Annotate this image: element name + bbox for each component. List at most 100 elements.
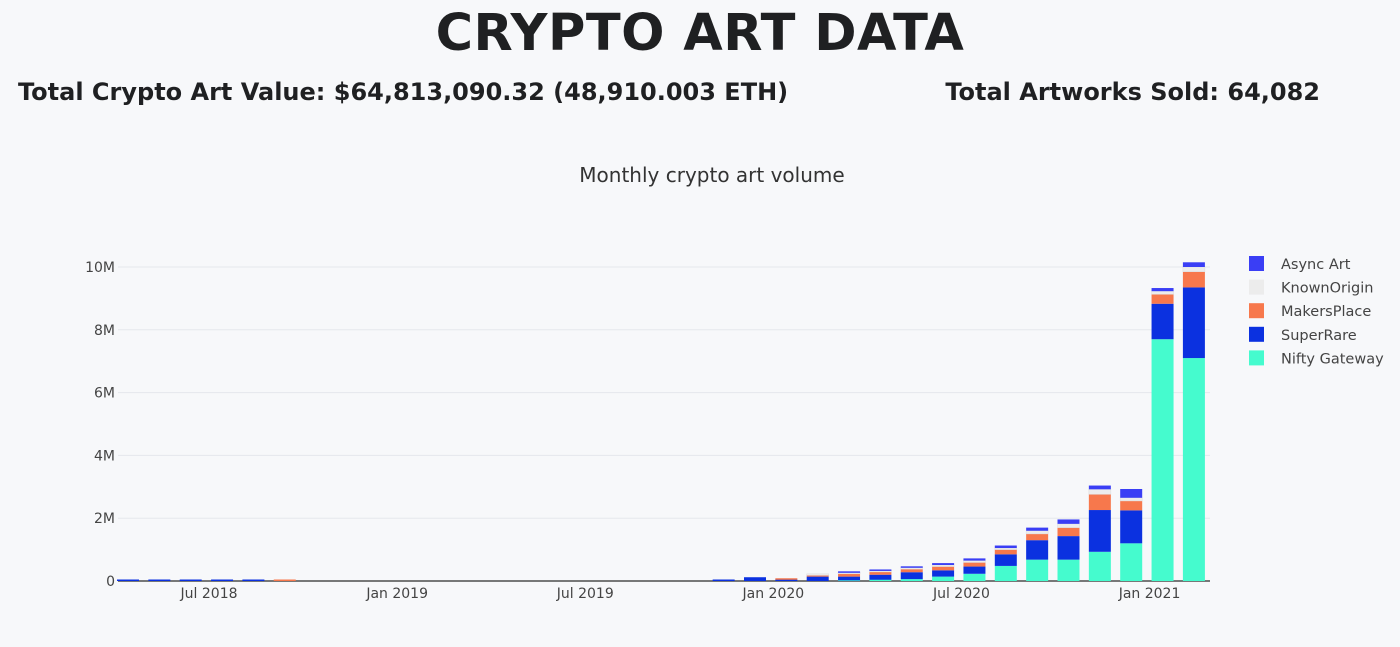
bar-knownorigin-2020-12: [1119, 497, 1143, 502]
bar-async-art-2020-10: [1057, 519, 1080, 524]
y-tick-label: 2M: [94, 511, 115, 527]
bar-knownorigin-2020-11: [1088, 489, 1112, 495]
bar-superrare-2020-10: [1057, 536, 1080, 560]
bar-makersplace-2020-12: [1120, 500, 1143, 511]
bar-superrare-2018-08: [242, 579, 265, 581]
legend-swatch: [1249, 256, 1264, 271]
bar-makersplace-2018-09: [273, 579, 296, 581]
legend-item-nifty-gateway[interactable]: Nifty Gateway: [1249, 350, 1384, 367]
legend-swatch: [1249, 350, 1264, 366]
bar-nifty-gateway-2021-01: [1151, 339, 1174, 581]
bar-makersplace-2020-09: [1026, 533, 1049, 541]
bar-nifty-gateway-2020-09: [1026, 559, 1049, 581]
legend-item-async-art[interactable]: Async Art: [1249, 256, 1351, 273]
bar-async-art-2021-01: [1151, 288, 1174, 292]
bar-async-art-2020-06: [932, 563, 955, 565]
bar-superrare-2020-01: [775, 579, 798, 581]
bar-superrare-2020-11: [1088, 510, 1111, 552]
y-tick-layer: 0 2M 4M 6M 8M 10M: [85, 260, 115, 590]
bar-nifty-gateway-2020-08: [994, 565, 1017, 581]
bar-layer: [117, 262, 1206, 581]
bar-nifty-gateway-2021-02: [1182, 358, 1205, 581]
bar-nifty-gateway-2020-11: [1088, 551, 1111, 581]
bar-nifty-gateway-2020-10: [1057, 559, 1080, 581]
bar-nifty-gateway-2020-06: [932, 576, 955, 581]
bar-knownorigin-2021-01: [1151, 290, 1174, 295]
bar-nifty-gateway-2020-12: [1120, 543, 1143, 581]
legend-label: Nifty Gateway: [1281, 351, 1384, 367]
bar-async-art-2020-07: [963, 558, 986, 561]
y-tick-label: 8M: [94, 323, 115, 339]
bar-superrare-2020-05: [900, 572, 923, 580]
bar-makersplace-2020-03: [838, 573, 861, 577]
legend-item-makersplace[interactable]: MakersPlace: [1249, 303, 1371, 320]
bar-superrare-2020-07: [963, 566, 986, 574]
bar-superrare-2021-01: [1151, 303, 1174, 340]
bar-knownorigin-2020-06: [931, 564, 955, 567]
bar-async-art-2020-03: [838, 571, 861, 573]
y-tick-label: 6M: [94, 386, 115, 402]
x-tick-layer: Jul 2018 Jan 2019 Jul 2019 Jan 2020 Jul 2020…: [180, 586, 1181, 602]
bar-async-art-2020-11: [1088, 485, 1111, 490]
bar-superrare-2018-07: [211, 579, 234, 581]
bar-makersplace-2020-01: [775, 578, 798, 580]
page-title: CRYPTO ART DATA: [435, 4, 965, 63]
x-tick-label: Jan 2021: [1118, 586, 1181, 602]
bar-knownorigin-2020-02: [806, 573, 829, 576]
bar-makersplace-2020-04: [869, 571, 892, 575]
bar-async-art-2020-05: [900, 566, 923, 568]
legend-swatch: [1249, 279, 1264, 295]
bar-makersplace-2020-10: [1057, 527, 1080, 537]
x-tick-label: Jul 2018: [180, 586, 238, 602]
legend-swatch: [1249, 326, 1264, 342]
bar-superrare-2018-05: [148, 579, 171, 581]
x-tick-label: Jul 2020: [932, 586, 990, 602]
bar-superrare-2019-11: [712, 579, 735, 581]
legend-swatch: [1249, 303, 1264, 319]
legend-label: KnownOrigin: [1281, 281, 1373, 297]
bar-nifty-gateway-2020-05: [900, 579, 923, 581]
bar-knownorigin-2020-10: [1057, 523, 1080, 528]
bar-superrare-2021-02: [1182, 287, 1205, 359]
legend-item-knownorigin[interactable]: KnownOrigin: [1249, 279, 1373, 297]
legend: Async Art KnownOrigin MakersPlace SuperRare…: [1249, 256, 1384, 367]
legend-label: Async Art: [1281, 257, 1351, 273]
bar-superrare-2020-03: [838, 576, 861, 581]
bar-async-art-2020-12: [1120, 488, 1143, 498]
bar-superrare-2018-04: [117, 579, 139, 581]
bar-superrare-2020-09: [1026, 540, 1049, 560]
bar-superrare-2020-12: [1120, 510, 1143, 544]
bar-makersplace-2020-07: [963, 562, 986, 567]
bar-async-art-2020-08: [994, 545, 1017, 549]
bar-async-art-2020-09: [1026, 527, 1049, 531]
bar-makersplace-2020-08: [994, 549, 1017, 555]
x-tick-label: Jul 2019: [556, 586, 614, 602]
bar-knownorigin-2020-09: [1025, 530, 1049, 535]
bar-makersplace-2021-02: [1182, 271, 1205, 288]
bar-nifty-gateway-2020-07: [963, 573, 986, 581]
bar-knownorigin-2020-08: [994, 547, 1018, 550]
bar-superrare-2020-04: [869, 574, 892, 580]
bar-knownorigin-2020-07: [963, 560, 986, 563]
y-tick-label: 0: [106, 574, 115, 590]
total-value-stat: Total Crypto Art Value: $64,813,090.32 (…: [18, 78, 789, 106]
legend-item-superrare[interactable]: SuperRare: [1249, 326, 1357, 344]
x-tick-label: Jan 2020: [742, 586, 805, 602]
x-tick-label: Jan 2019: [365, 586, 428, 602]
legend-label: SuperRare: [1281, 328, 1357, 344]
bar-makersplace-2021-01: [1151, 294, 1174, 304]
bar-makersplace-2020-11: [1088, 494, 1111, 511]
total-sold-stat: Total Artworks Sold: 64,082: [945, 78, 1320, 106]
bar-async-art-2020-04: [869, 569, 892, 571]
bar-superrare-2020-02: [806, 576, 829, 581]
bar-superrare-2018-06: [179, 579, 202, 581]
bar-nifty-gateway-2020-04: [869, 579, 892, 581]
bar-superrare-2020-08: [994, 554, 1017, 566]
legend-label: MakersPlace: [1281, 304, 1371, 320]
chart-title: Monthly crypto art volume: [579, 163, 844, 187]
bar-knownorigin-2021-02: [1182, 266, 1206, 272]
bar-superrare-2019-12: [744, 577, 766, 581]
bar-makersplace-2020-05: [900, 569, 923, 573]
